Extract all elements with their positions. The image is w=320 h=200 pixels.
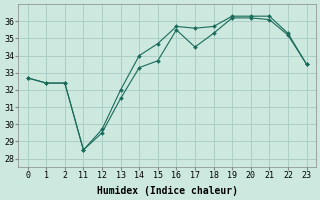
X-axis label: Humidex (Indice chaleur): Humidex (Indice chaleur) [97, 186, 237, 196]
